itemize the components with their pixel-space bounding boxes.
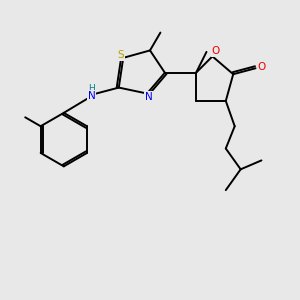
Text: O: O <box>212 46 220 56</box>
Text: O: O <box>257 62 266 72</box>
Text: S: S <box>118 50 124 61</box>
Text: N: N <box>145 92 152 102</box>
Text: N: N <box>88 91 95 101</box>
Text: H: H <box>88 84 95 93</box>
